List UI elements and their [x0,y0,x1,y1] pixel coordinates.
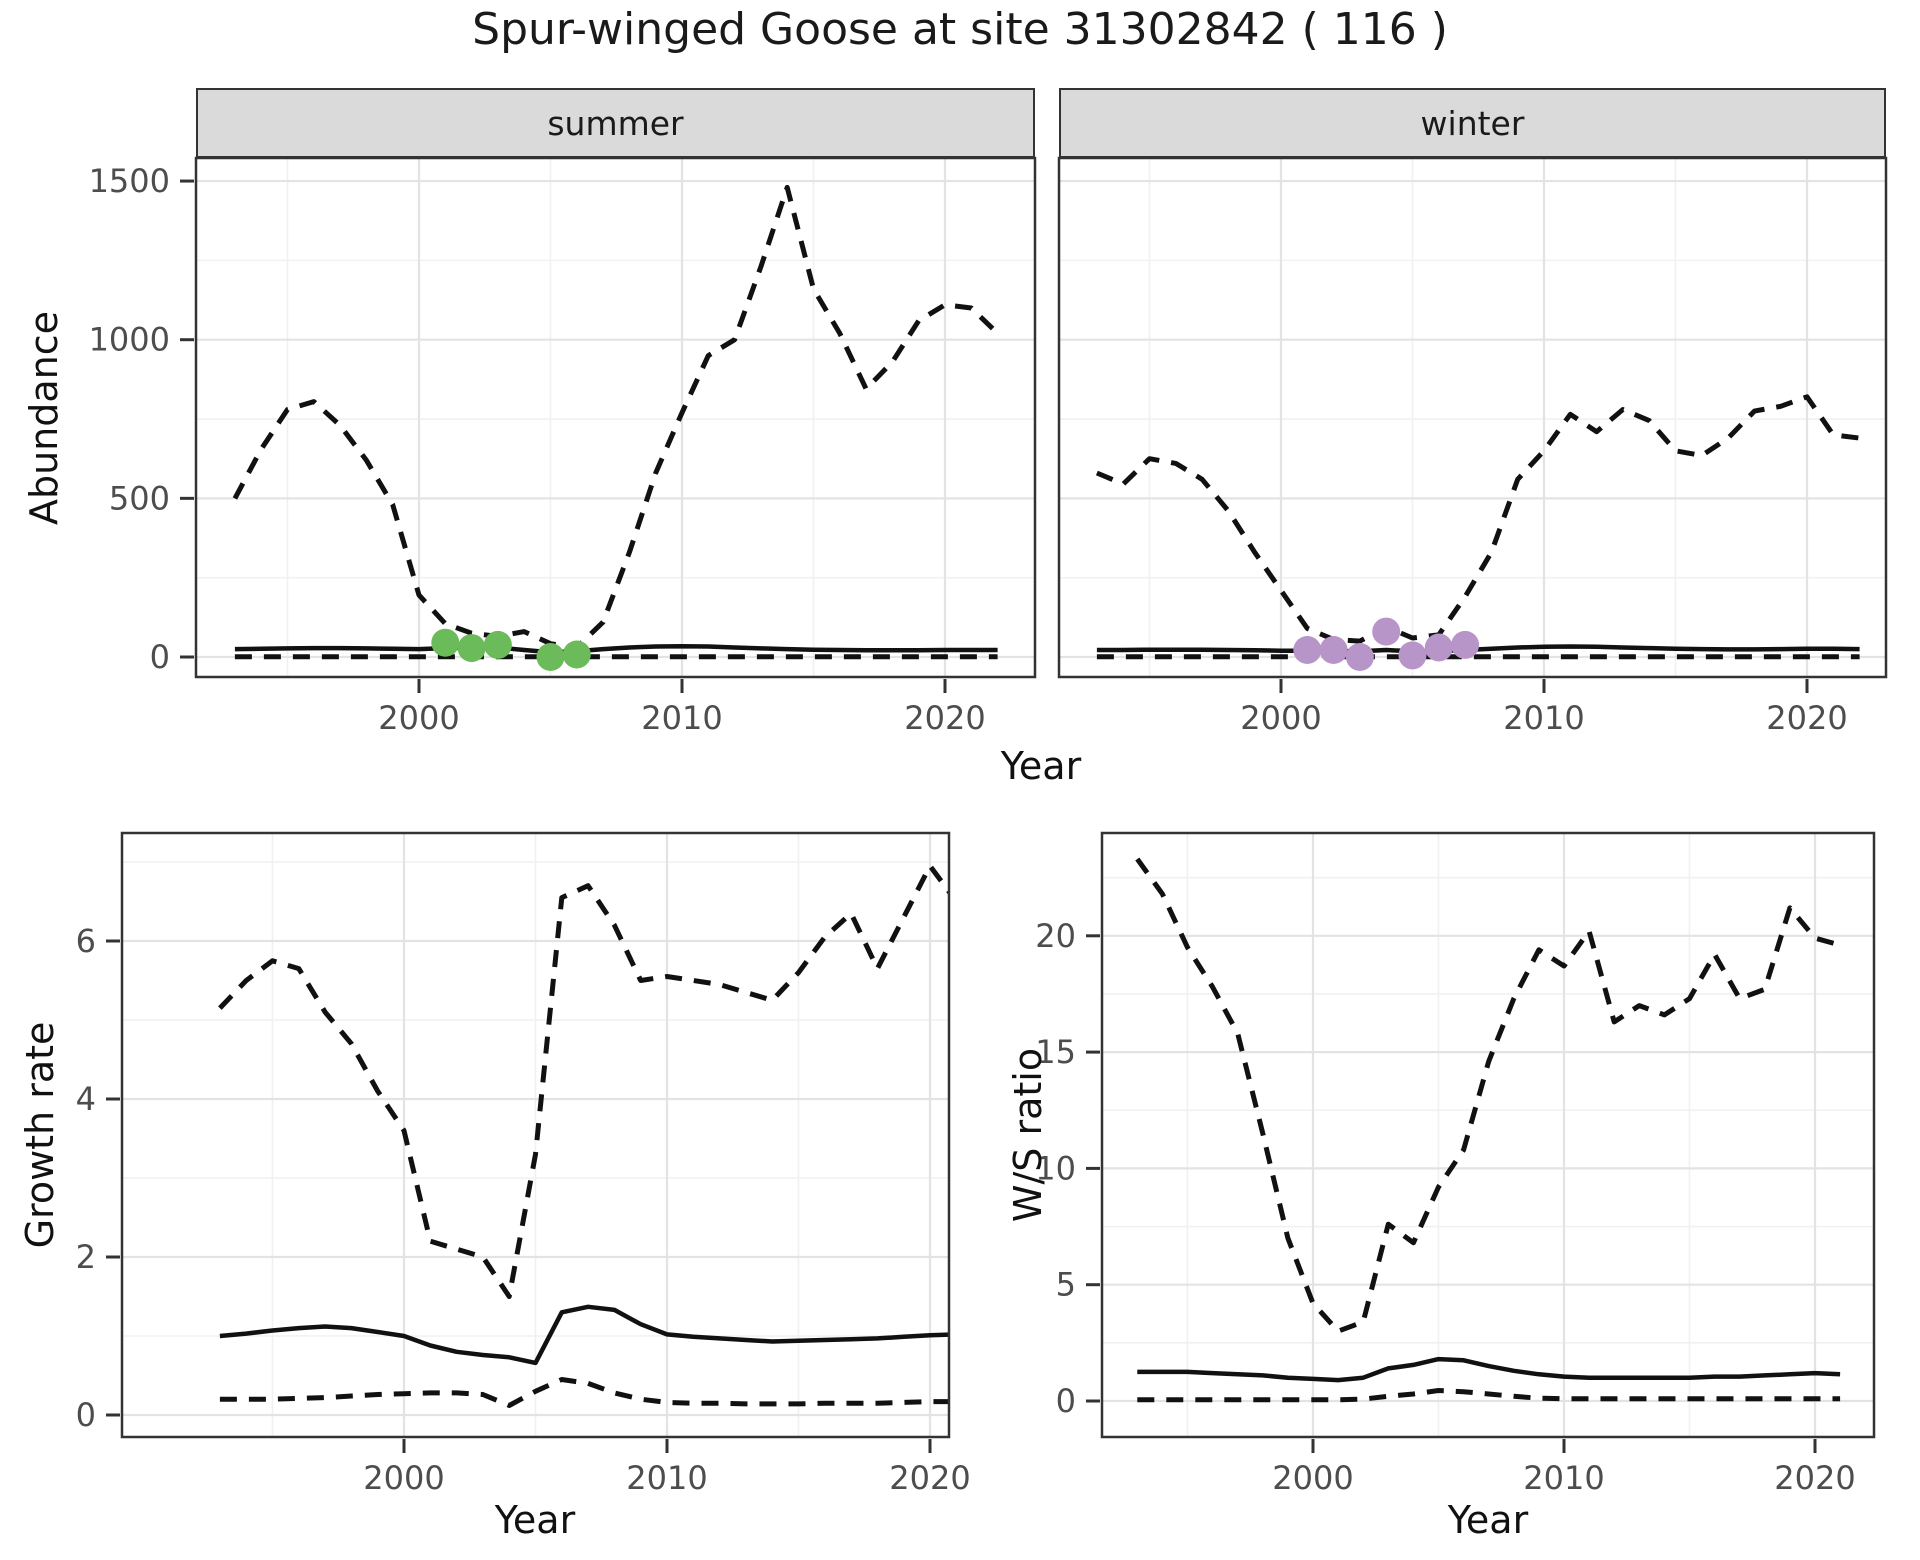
observed-counts-point [1293,636,1322,664]
panel-border [120,831,951,1439]
observed-counts-point [457,634,486,663]
facet-strip-summer: summer [196,88,1035,158]
panel-border [1100,831,1876,1439]
observed-counts-point [1319,636,1348,664]
x-tick-label: 2020 [1766,699,1847,737]
y-tick-label: 0 [76,1396,96,1434]
y-tick-label: 15 [1035,1033,1076,1071]
series-upper95 [1135,857,1841,1334]
y-tick-label: 5 [1056,1266,1076,1304]
facet-strip-summer-label: summer [547,103,684,143]
y-tick-label: 20 [1035,917,1076,955]
facet-strip-winter: winter [1059,88,1886,158]
observed-counts-point [431,628,460,657]
x-tick-label: 2000 [1240,699,1321,737]
observed-counts-point [562,640,591,669]
x-tick-label: 2010 [1523,1459,1604,1497]
x-tick-label: 2000 [363,1459,444,1497]
y-axis-title-abundance: Abundance [22,310,66,526]
panel-ws-ratio: 2000 2010 2020 0 5 10 15 20 [1035,831,1876,1497]
x-tick-label: 2020 [889,1459,970,1497]
observed-counts-point [1345,643,1374,671]
y-axis-title-ws-ratio: W/S ratio [1006,1047,1050,1223]
x-tick-label: 2010 [1503,699,1584,737]
x-tick-label: 2010 [641,699,722,737]
series-upper95 [218,863,949,1299]
x-tick-label: 2020 [1774,1459,1855,1497]
series-upper95 [1095,394,1860,644]
y-tick-label: 10 [1035,1149,1076,1187]
x-tick-label: 2020 [904,699,985,737]
x-tick-label: 2000 [1272,1459,1353,1497]
panel-growth-rate: 2000 2010 2020 0 2 4 6 [76,831,971,1497]
series-median [1137,1356,1841,1383]
observed-counts-point [483,630,512,659]
y-tick-label: 4 [76,1080,96,1118]
observed-counts-point [1424,633,1453,662]
observed-counts-point [1372,617,1401,646]
x-axis-title-top: Year [1000,744,1082,788]
y-tick-label: 1500 [89,162,170,200]
x-axis-title-ws-ratio: Year [1447,1498,1529,1542]
y-tick-label: 2 [76,1238,96,1276]
observed-counts-point [536,643,565,671]
x-tick-label: 2010 [626,1459,707,1497]
panel-abundance-summer: 2000 2010 2020 0 500 1000 1500 [89,156,1037,737]
y-tick-label: 0 [1056,1382,1076,1420]
facet-strip-winter-label: winter [1420,103,1525,143]
series-median [234,643,998,655]
observed-counts-point [1398,641,1427,670]
series-lower95 [1137,1388,1841,1403]
y-tick-label: 6 [76,922,96,960]
chart-title: Spur-winged Goose at site 31302842 ( 116… [472,4,1448,55]
panel-border [1057,156,1888,679]
series-median [219,1304,949,1366]
panel-border [194,156,1037,679]
observed-counts-point [1451,630,1480,659]
series-lower95 [219,1377,949,1408]
panel-abundance-winter: 2000 2010 2020 [1057,156,1888,737]
y-axis-title-growth-rate: Growth rate [18,1021,62,1249]
x-tick-label: 2000 [378,699,459,737]
y-tick-label: 1000 [89,321,170,359]
x-axis-title-growth-rate: Year [494,1498,576,1542]
y-tick-label: 500 [109,479,170,517]
y-tick-label: 0 [150,638,170,676]
